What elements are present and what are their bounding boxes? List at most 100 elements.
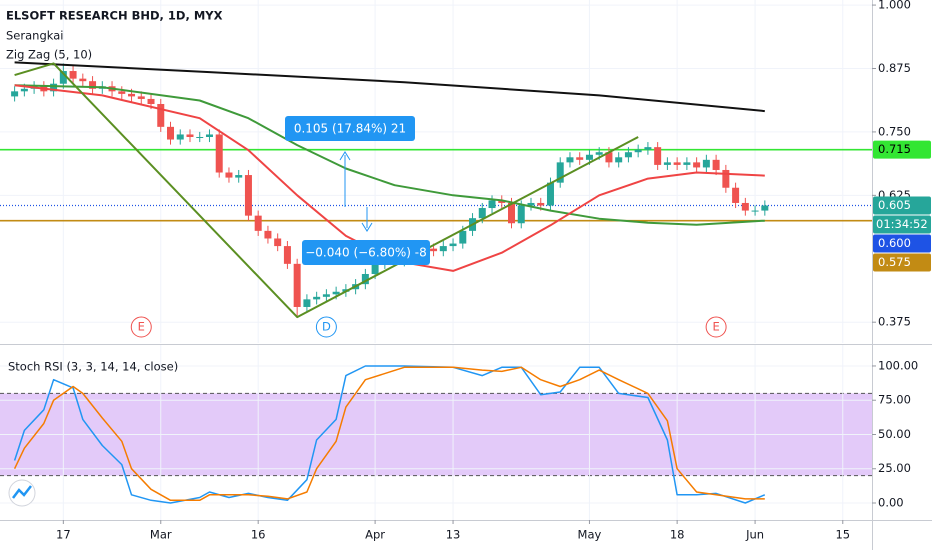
candle-body (517, 205, 525, 224)
stoch-line (13, 365, 766, 504)
candle-body (69, 71, 77, 79)
event-label: D (322, 320, 331, 334)
candle-body (147, 98, 155, 105)
candle-body (508, 202, 516, 224)
price-label-bg (873, 196, 931, 215)
chart-title: ELSOFT RESEARCH BHD, 1D, MYX (6, 9, 223, 23)
moving-average (14, 84, 765, 272)
candle-body (79, 78, 87, 82)
countdown-bg (873, 215, 931, 234)
measure-box-bg (302, 240, 430, 265)
y-tick-label: 50.00 (878, 427, 911, 441)
arrow-head (361, 222, 373, 232)
candle-body (654, 147, 662, 165)
logo-mark (12, 485, 32, 499)
y-tick-label: 100.00 (878, 358, 918, 372)
candle-body (50, 83, 58, 92)
price-label: 0.600 (878, 236, 911, 250)
candle-body (274, 238, 282, 247)
y-tick-label: 0.375 (878, 315, 911, 329)
indicator-label: Zig Zag (5, 10) (6, 48, 92, 62)
candle-body (313, 296, 321, 300)
event-label: E (712, 320, 719, 334)
candle-body (225, 172, 233, 178)
measure-box: −0.040 (−6.80%) -8 (302, 240, 430, 265)
x-tick-label: 18 (670, 528, 685, 542)
candle-body (634, 149, 642, 153)
measure-box: 0.105 (17.84%) 21 (285, 116, 415, 141)
candle-body (439, 246, 447, 252)
zigzag (14, 62, 639, 319)
candle-body (89, 81, 97, 89)
x-tick-label: 16 (251, 528, 266, 542)
candle-body (722, 169, 730, 188)
event-marker (705, 316, 727, 338)
candle-body (566, 157, 574, 163)
candle-body (322, 294, 330, 297)
candle-body (244, 175, 252, 216)
candle-body (137, 96, 145, 99)
candle-body (196, 136, 204, 138)
candle-body (128, 93, 136, 97)
x-tick-label: Apr (365, 528, 385, 542)
candle-body (205, 134, 213, 137)
candle-body (449, 243, 457, 247)
candle-body (537, 202, 545, 206)
candle-body (186, 134, 194, 137)
candle-body (254, 215, 262, 231)
y-tick-label: 75.00 (878, 393, 911, 407)
stoch-title: Stoch RSI (3, 3, 14, 14, close) (8, 360, 178, 374)
y-tick-label: 0.875 (878, 61, 911, 75)
arrow-head (339, 151, 351, 161)
candle-body (478, 208, 486, 219)
price-label-bg (873, 140, 931, 159)
price-label-bg (873, 253, 931, 272)
candle-body (20, 88, 28, 92)
stoch-line (13, 366, 765, 502)
candle-body (605, 152, 613, 163)
moving-average (14, 84, 765, 226)
x-tick-label: 13 (446, 528, 461, 542)
candle-body (167, 126, 175, 140)
measure-label: 0.105 (17.84%) 21 (294, 122, 406, 136)
candle-body (488, 200, 496, 209)
candle-body (751, 210, 759, 212)
candle-body (430, 248, 438, 252)
x-tick-label: Jun (745, 528, 764, 542)
candle-body (215, 134, 223, 173)
event-marker (315, 316, 337, 338)
candle-body (527, 202, 535, 206)
x-tick-label: May (578, 528, 602, 542)
moving-average (14, 61, 765, 113)
x-tick-label: Mar (150, 528, 172, 542)
y-tick-label: 1.000 (878, 0, 911, 12)
candle-body (585, 154, 593, 160)
x-tick-label: 15 (835, 528, 850, 542)
candle-body (283, 246, 291, 264)
y-tick-label: 0.750 (878, 124, 911, 138)
candle-body (624, 152, 632, 158)
candle-body (673, 162, 681, 165)
candle-body (361, 273, 369, 285)
indicator-label: Serangkai (6, 29, 63, 43)
candle-body (595, 152, 603, 155)
x-tick-label: 17 (56, 528, 71, 542)
candle-body (702, 159, 710, 168)
price-label: 0.715 (878, 142, 911, 156)
candle-body (176, 134, 184, 140)
price-label: 0.575 (878, 255, 911, 269)
price-label-bg (873, 234, 931, 253)
candle-body (732, 187, 740, 203)
measure-box-bg (285, 116, 415, 141)
countdown: 01:34:52 (876, 217, 928, 231)
candle-body (303, 299, 311, 307)
candle-body (712, 159, 720, 170)
candle-body (615, 157, 623, 163)
candle-body (59, 71, 67, 84)
candle-body (118, 91, 126, 94)
candle-body (576, 157, 584, 160)
candle-body (332, 291, 340, 295)
candle-body (293, 263, 301, 307)
